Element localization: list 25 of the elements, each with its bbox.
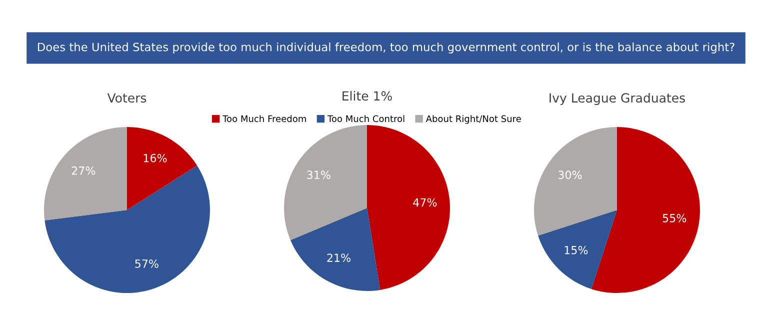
data-label: 21% xyxy=(327,254,350,262)
pie-slice xyxy=(534,127,617,236)
pie-slice xyxy=(538,210,617,289)
data-label: 15% xyxy=(564,246,588,254)
data-label: 16% xyxy=(144,154,167,162)
data-label: 31% xyxy=(307,170,330,180)
data-label: 30% xyxy=(558,170,582,180)
pie-slice xyxy=(367,125,450,290)
text: Does the United States provide too much individual freedom, too much government control, or is the balance about right? xyxy=(38,42,734,54)
legend-label: Too Much Freedom xyxy=(222,115,306,122)
data-label: 57% xyxy=(135,259,158,268)
data-label: 47% xyxy=(413,198,437,207)
chart-title: Voters xyxy=(107,93,146,103)
chart-title: Elite 1% xyxy=(342,90,392,101)
legend-label: About Right/Not Sure xyxy=(426,115,521,124)
pie-slice xyxy=(591,127,700,293)
pie-slice xyxy=(44,127,127,220)
pie-slice xyxy=(44,166,210,293)
pie-slice xyxy=(127,127,198,210)
data-label: 27% xyxy=(72,166,96,175)
data-label: 55% xyxy=(662,214,686,222)
legend-label: Too Much Control xyxy=(327,115,404,122)
pie-slice xyxy=(290,208,380,291)
chart-title: Ivy League Graduates xyxy=(550,92,685,106)
pie-slice xyxy=(284,125,367,240)
